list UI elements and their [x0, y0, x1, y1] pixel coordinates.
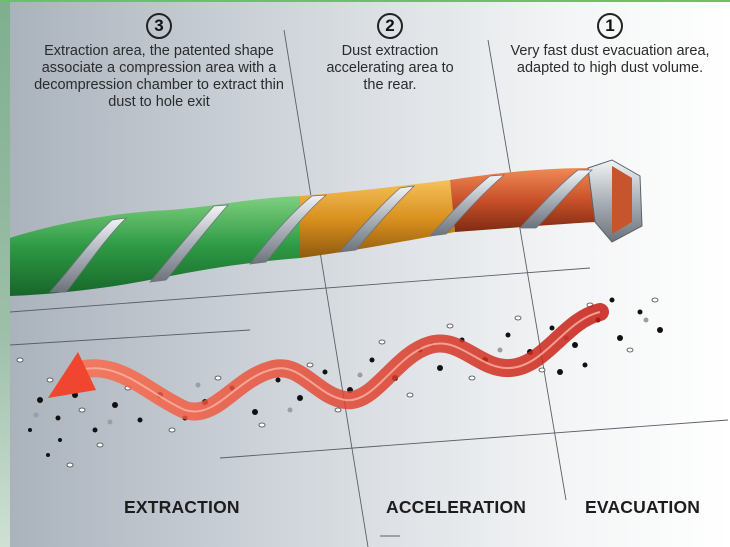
drill-tip-insert	[612, 166, 632, 234]
zone-label-acceleration: ACCELERATION	[386, 497, 527, 517]
divider-line-right	[487, 39, 567, 501]
step-description: Dust extraction accelerating area to the…	[326, 43, 454, 93]
guide-line-upper	[9, 267, 591, 313]
flow-ribbon-highlight	[79, 311, 601, 413]
left-accent-bar	[0, 0, 10, 547]
flow-arrow-head	[48, 352, 96, 398]
drill-flutes	[49, 169, 594, 293]
drill-bit-icon	[10, 159, 643, 296]
step-description: Extraction area, the patented shape asso…	[34, 43, 284, 110]
step-extraction: 3 Extraction area, the patented shape as…	[28, 13, 290, 111]
divider-line-left	[283, 29, 369, 547]
step-evacuation: 1 Very fast dust evacuation area, adapte…	[492, 13, 728, 77]
zone-label-extraction: EXTRACTION	[124, 497, 240, 517]
step-number-badge: 1	[597, 13, 623, 39]
perspective-guides	[9, 29, 729, 547]
flow-arrow-icon	[48, 303, 609, 421]
zone-label-evacuation: EVACUATION	[585, 497, 701, 517]
flow-ribbon	[71, 303, 609, 421]
step-acceleration: 2 Dust extraction accelerating area to t…	[320, 13, 460, 94]
step-description: Very fast dust evacuation area, adapted …	[510, 43, 710, 76]
guide-line-mid	[9, 329, 251, 346]
step-number-badge: 2	[377, 13, 403, 39]
top-accent-line	[0, 0, 730, 2]
guide-line-lower	[219, 419, 729, 459]
step-number-badge: 3	[146, 13, 172, 39]
